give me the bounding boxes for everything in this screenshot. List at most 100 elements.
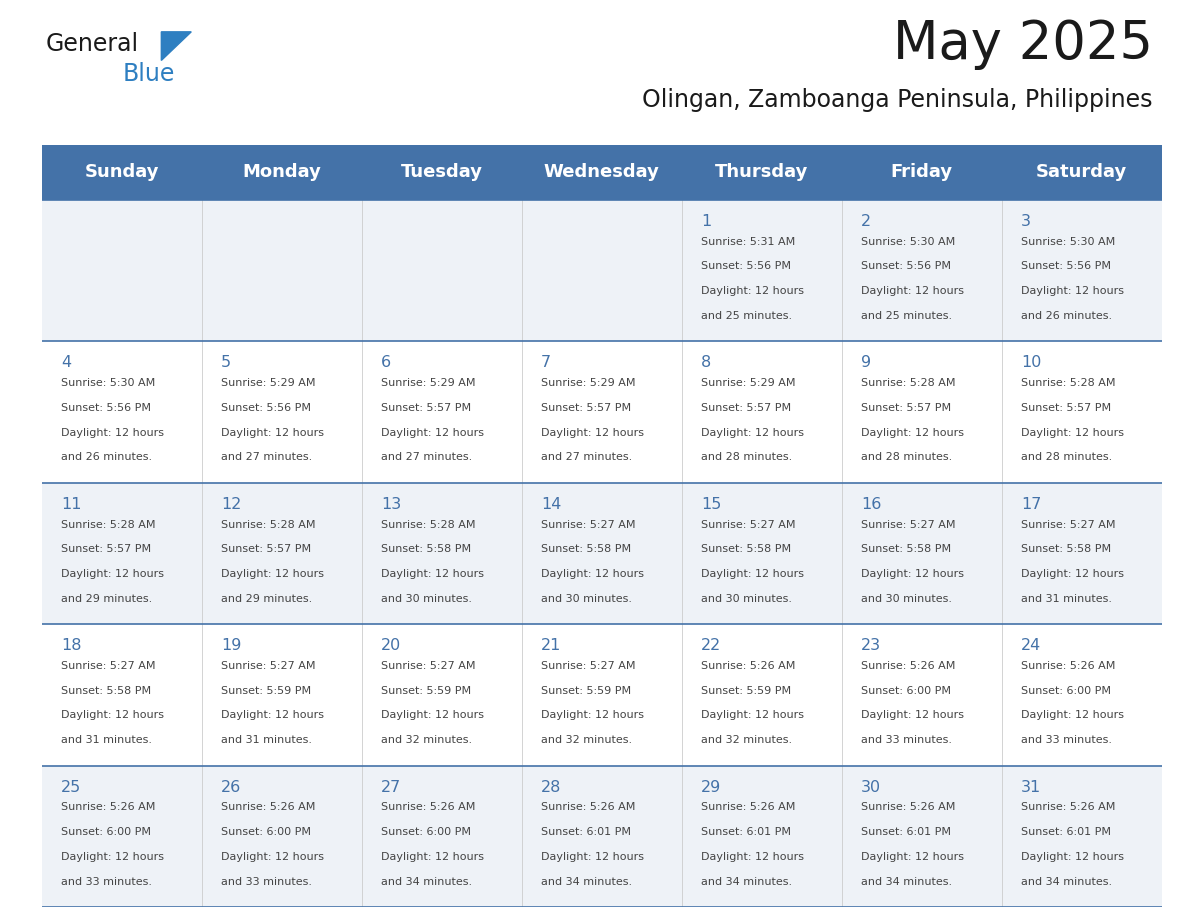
Text: Sunrise: 5:30 AM: Sunrise: 5:30 AM	[1020, 237, 1116, 247]
Text: Sunset: 5:58 PM: Sunset: 5:58 PM	[541, 544, 631, 554]
Text: 17: 17	[1020, 497, 1042, 512]
Text: Sunset: 5:57 PM: Sunset: 5:57 PM	[1020, 403, 1111, 413]
Text: Daylight: 12 hours: Daylight: 12 hours	[701, 711, 804, 721]
Bar	[42, 145, 1162, 200]
Text: 18: 18	[61, 638, 81, 654]
Text: Sunrise: 5:27 AM: Sunrise: 5:27 AM	[541, 520, 636, 530]
Text: Daylight: 12 hours: Daylight: 12 hours	[861, 852, 963, 862]
Text: Sunrise: 5:30 AM: Sunrise: 5:30 AM	[861, 237, 955, 247]
Text: Sunset: 5:58 PM: Sunset: 5:58 PM	[61, 686, 151, 696]
Text: 6: 6	[381, 355, 391, 371]
Text: Sunset: 5:59 PM: Sunset: 5:59 PM	[381, 686, 470, 696]
Text: and 30 minutes.: and 30 minutes.	[861, 594, 952, 604]
Text: 19: 19	[221, 638, 241, 654]
Text: Daylight: 12 hours: Daylight: 12 hours	[1020, 428, 1124, 438]
Text: Sunset: 6:01 PM: Sunset: 6:01 PM	[1020, 827, 1111, 837]
Text: Daylight: 12 hours: Daylight: 12 hours	[381, 711, 484, 721]
Text: and 31 minutes.: and 31 minutes.	[221, 735, 311, 745]
Text: Sunset: 6:01 PM: Sunset: 6:01 PM	[701, 827, 791, 837]
Text: Sunset: 6:00 PM: Sunset: 6:00 PM	[221, 827, 311, 837]
Text: and 27 minutes.: and 27 minutes.	[381, 453, 472, 463]
Text: Daylight: 12 hours: Daylight: 12 hours	[701, 852, 804, 862]
Text: Sunrise: 5:26 AM: Sunrise: 5:26 AM	[61, 802, 156, 812]
Text: 27: 27	[381, 779, 402, 795]
Text: Sunset: 5:58 PM: Sunset: 5:58 PM	[381, 544, 470, 554]
Text: Sunrise: 5:28 AM: Sunrise: 5:28 AM	[221, 520, 315, 530]
Text: Sunrise: 5:29 AM: Sunrise: 5:29 AM	[221, 378, 315, 388]
Text: Daylight: 12 hours: Daylight: 12 hours	[701, 569, 804, 579]
Text: Sunrise: 5:29 AM: Sunrise: 5:29 AM	[701, 378, 796, 388]
Text: Sunrise: 5:26 AM: Sunrise: 5:26 AM	[221, 802, 315, 812]
Text: Daylight: 12 hours: Daylight: 12 hours	[221, 852, 324, 862]
Text: and 26 minutes.: and 26 minutes.	[1020, 311, 1112, 321]
Text: and 30 minutes.: and 30 minutes.	[701, 594, 792, 604]
Text: Daylight: 12 hours: Daylight: 12 hours	[61, 428, 164, 438]
Text: 7: 7	[541, 355, 551, 371]
Text: Daylight: 12 hours: Daylight: 12 hours	[221, 569, 324, 579]
Text: and 33 minutes.: and 33 minutes.	[61, 877, 152, 887]
Text: 22: 22	[701, 638, 721, 654]
Text: and 29 minutes.: and 29 minutes.	[221, 594, 312, 604]
Text: Sunset: 6:00 PM: Sunset: 6:00 PM	[381, 827, 470, 837]
Text: and 27 minutes.: and 27 minutes.	[221, 453, 312, 463]
Text: Thursday: Thursday	[715, 163, 809, 182]
Text: Sunrise: 5:26 AM: Sunrise: 5:26 AM	[541, 802, 636, 812]
Text: and 32 minutes.: and 32 minutes.	[541, 735, 632, 745]
Text: Daylight: 12 hours: Daylight: 12 hours	[861, 286, 963, 297]
Text: Sunset: 6:00 PM: Sunset: 6:00 PM	[61, 827, 151, 837]
Text: Daylight: 12 hours: Daylight: 12 hours	[61, 711, 164, 721]
Text: May 2025: May 2025	[892, 18, 1152, 71]
Text: Sunset: 6:01 PM: Sunset: 6:01 PM	[541, 827, 631, 837]
Text: Sunrise: 5:31 AM: Sunrise: 5:31 AM	[701, 237, 795, 247]
Text: Daylight: 12 hours: Daylight: 12 hours	[701, 428, 804, 438]
Text: Olingan, Zamboanga Peninsula, Philippines: Olingan, Zamboanga Peninsula, Philippine…	[642, 87, 1152, 112]
Text: and 34 minutes.: and 34 minutes.	[701, 877, 792, 887]
Text: Daylight: 12 hours: Daylight: 12 hours	[541, 428, 644, 438]
Text: 28: 28	[541, 779, 561, 795]
Text: Daylight: 12 hours: Daylight: 12 hours	[861, 711, 963, 721]
Text: Sunset: 5:56 PM: Sunset: 5:56 PM	[1020, 262, 1111, 272]
Text: Wednesday: Wednesday	[544, 163, 659, 182]
Text: and 31 minutes.: and 31 minutes.	[61, 735, 152, 745]
Text: 13: 13	[381, 497, 402, 512]
Text: Daylight: 12 hours: Daylight: 12 hours	[701, 286, 804, 297]
Text: Sunrise: 5:26 AM: Sunrise: 5:26 AM	[861, 802, 955, 812]
Text: and 31 minutes.: and 31 minutes.	[1020, 594, 1112, 604]
Text: Sunrise: 5:28 AM: Sunrise: 5:28 AM	[381, 520, 475, 530]
Text: Sunset: 5:57 PM: Sunset: 5:57 PM	[381, 403, 470, 413]
Text: and 34 minutes.: and 34 minutes.	[381, 877, 472, 887]
Text: 21: 21	[541, 638, 561, 654]
Text: Sunset: 5:59 PM: Sunset: 5:59 PM	[701, 686, 791, 696]
Text: Sunrise: 5:27 AM: Sunrise: 5:27 AM	[381, 661, 475, 671]
Text: Sunrise: 5:27 AM: Sunrise: 5:27 AM	[701, 520, 796, 530]
Text: Daylight: 12 hours: Daylight: 12 hours	[541, 569, 644, 579]
Text: Sunrise: 5:26 AM: Sunrise: 5:26 AM	[1020, 661, 1116, 671]
Text: Sunset: 5:58 PM: Sunset: 5:58 PM	[1020, 544, 1111, 554]
Text: Sunset: 5:56 PM: Sunset: 5:56 PM	[861, 262, 950, 272]
Bar	[42, 766, 1162, 907]
Text: 30: 30	[861, 779, 881, 795]
Text: 3: 3	[1020, 214, 1031, 230]
Text: Daylight: 12 hours: Daylight: 12 hours	[1020, 852, 1124, 862]
Text: and 26 minutes.: and 26 minutes.	[61, 453, 152, 463]
Text: Daylight: 12 hours: Daylight: 12 hours	[381, 428, 484, 438]
Text: 23: 23	[861, 638, 881, 654]
Text: and 29 minutes.: and 29 minutes.	[61, 594, 152, 604]
Text: Tuesday: Tuesday	[400, 163, 482, 182]
Text: Sunrise: 5:27 AM: Sunrise: 5:27 AM	[1020, 520, 1116, 530]
Text: 5: 5	[221, 355, 230, 371]
Text: Sunset: 5:56 PM: Sunset: 5:56 PM	[221, 403, 311, 413]
Text: Daylight: 12 hours: Daylight: 12 hours	[861, 428, 963, 438]
Text: and 25 minutes.: and 25 minutes.	[861, 311, 952, 321]
Text: and 28 minutes.: and 28 minutes.	[1020, 453, 1112, 463]
Text: Sunrise: 5:26 AM: Sunrise: 5:26 AM	[1020, 802, 1116, 812]
Text: Daylight: 12 hours: Daylight: 12 hours	[541, 852, 644, 862]
Text: Sunset: 5:57 PM: Sunset: 5:57 PM	[221, 544, 311, 554]
Text: Sunrise: 5:26 AM: Sunrise: 5:26 AM	[701, 661, 795, 671]
Text: 4: 4	[61, 355, 71, 371]
Text: Sunset: 5:56 PM: Sunset: 5:56 PM	[61, 403, 151, 413]
Text: Sunset: 5:56 PM: Sunset: 5:56 PM	[701, 262, 791, 272]
Text: and 33 minutes.: and 33 minutes.	[1020, 735, 1112, 745]
Text: and 25 minutes.: and 25 minutes.	[701, 311, 792, 321]
Text: Daylight: 12 hours: Daylight: 12 hours	[1020, 711, 1124, 721]
